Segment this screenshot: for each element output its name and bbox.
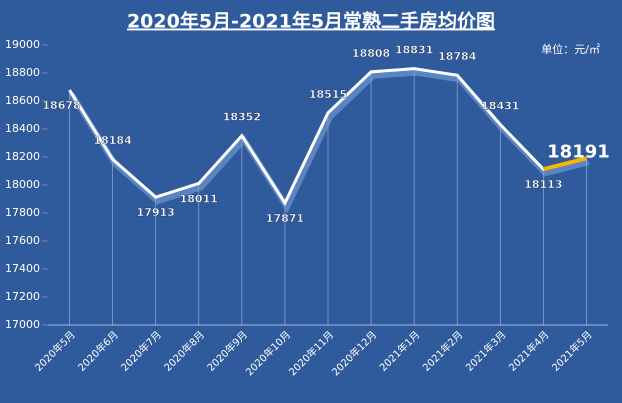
data-label: 17913: [137, 206, 175, 219]
y-tick-label: 17800: [5, 206, 40, 219]
y-tick-label: 17000: [5, 318, 40, 331]
data-label: 18431: [481, 100, 519, 113]
data-label: 18784: [438, 50, 477, 63]
data-label: 18678: [42, 99, 80, 112]
unit-label: 单位：元/㎡: [541, 42, 600, 56]
data-label: 17871: [266, 212, 304, 225]
y-tick-label: 18400: [5, 122, 40, 135]
y-tick-label: 17200: [5, 290, 40, 303]
line: [68, 67, 587, 207]
y-tick-label: 18000: [5, 178, 40, 191]
data-label: 18191: [547, 141, 610, 162]
y-tick-label: 17400: [5, 262, 40, 275]
highlight-segment: [542, 156, 587, 172]
y-tick-label: 18600: [5, 94, 40, 107]
data-label: 18808: [352, 47, 390, 60]
y-tick-label: 19000: [5, 38, 40, 51]
data-label: 18011: [180, 192, 218, 205]
data-label: 18831: [395, 44, 433, 57]
y-tick-label: 18800: [5, 66, 40, 79]
y-tick-label: 17600: [5, 234, 40, 247]
data-label: 18113: [524, 178, 562, 191]
data-label: 18184: [93, 134, 132, 147]
chart-title: 2020年5月-2021年5月常熟二手房均价图: [127, 10, 495, 33]
data-label: 18515: [309, 88, 347, 101]
data-label: 18352: [223, 111, 261, 124]
y-tick-label: 18200: [5, 150, 40, 163]
